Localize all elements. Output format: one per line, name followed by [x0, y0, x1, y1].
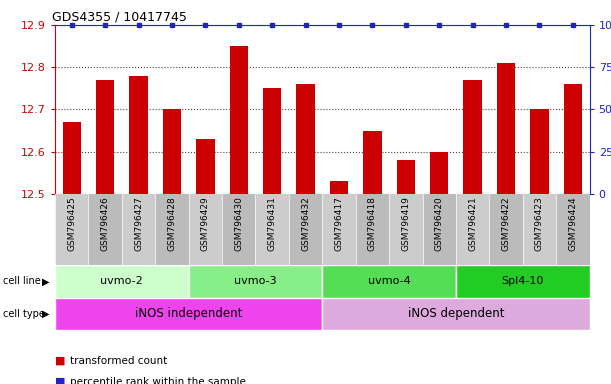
Bar [196, 139, 214, 194]
Bar [222, 194, 255, 265]
Bar [130, 76, 148, 194]
Text: uvmo-3: uvmo-3 [234, 276, 277, 286]
Bar [263, 88, 282, 194]
Bar [55, 298, 323, 330]
Bar [530, 109, 549, 194]
Bar [556, 194, 590, 265]
Text: cell line: cell line [3, 276, 41, 286]
Bar [330, 181, 348, 194]
Text: iNOS independent: iNOS independent [135, 308, 243, 320]
Bar [389, 194, 423, 265]
Bar [189, 265, 323, 298]
Bar [363, 131, 382, 194]
Text: ■: ■ [55, 356, 65, 366]
Text: GSM796424: GSM796424 [568, 196, 577, 251]
Text: GSM796419: GSM796419 [401, 196, 411, 251]
Text: GSM796420: GSM796420 [435, 196, 444, 251]
Text: GSM796426: GSM796426 [101, 196, 109, 251]
Bar [523, 194, 556, 265]
Text: Spl4-10: Spl4-10 [502, 276, 544, 286]
Bar [356, 194, 389, 265]
Text: ▶: ▶ [42, 309, 49, 319]
Text: GSM796428: GSM796428 [167, 196, 177, 251]
Bar [89, 194, 122, 265]
Bar [230, 46, 248, 194]
Bar [155, 194, 189, 265]
Bar [289, 194, 323, 265]
Bar [163, 109, 181, 194]
Bar [55, 194, 89, 265]
Text: percentile rank within the sample: percentile rank within the sample [70, 377, 246, 384]
Bar [464, 80, 482, 194]
Text: cell type: cell type [3, 309, 45, 319]
Bar [122, 194, 155, 265]
Bar [62, 122, 81, 194]
Text: GSM796430: GSM796430 [234, 196, 243, 251]
Text: transformed count: transformed count [70, 356, 167, 366]
Text: GDS4355 / 10417745: GDS4355 / 10417745 [52, 10, 187, 23]
Text: uvmo-4: uvmo-4 [368, 276, 411, 286]
Text: GSM796421: GSM796421 [468, 196, 477, 251]
Bar [497, 63, 515, 194]
Text: GSM796423: GSM796423 [535, 196, 544, 251]
Text: GSM796427: GSM796427 [134, 196, 143, 251]
Text: GSM796422: GSM796422 [502, 196, 511, 251]
Text: ■: ■ [55, 377, 65, 384]
Text: GSM796418: GSM796418 [368, 196, 377, 251]
Bar [323, 298, 590, 330]
Text: uvmo-2: uvmo-2 [100, 276, 143, 286]
Text: GSM796432: GSM796432 [301, 196, 310, 251]
Bar [96, 80, 114, 194]
Bar [423, 194, 456, 265]
Bar [323, 265, 456, 298]
Bar [456, 265, 590, 298]
Bar [323, 194, 356, 265]
Text: GSM796425: GSM796425 [67, 196, 76, 251]
Text: GSM796429: GSM796429 [201, 196, 210, 251]
Text: iNOS dependent: iNOS dependent [408, 308, 504, 320]
Text: GSM796417: GSM796417 [334, 196, 343, 251]
Bar [397, 160, 415, 194]
Bar [456, 194, 489, 265]
Text: GSM796431: GSM796431 [268, 196, 277, 251]
Bar [255, 194, 289, 265]
Bar [564, 84, 582, 194]
Bar [189, 194, 222, 265]
Bar [489, 194, 523, 265]
Bar [430, 152, 448, 194]
Text: ▶: ▶ [42, 276, 49, 286]
Bar [296, 84, 315, 194]
Bar [55, 265, 189, 298]
